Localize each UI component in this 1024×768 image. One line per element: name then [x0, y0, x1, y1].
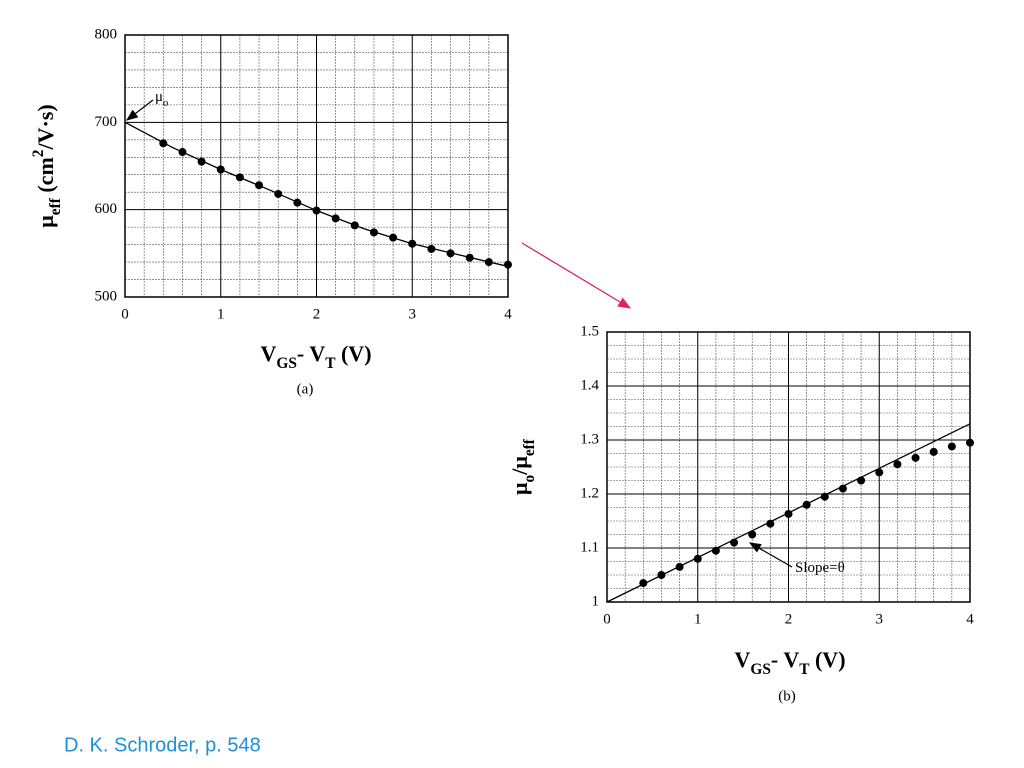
data-point: [235, 173, 244, 182]
y-tick-label: 600: [95, 201, 118, 217]
data-point: [369, 228, 378, 237]
text-part: (V): [335, 341, 371, 366]
text-part: eff: [521, 438, 538, 456]
x-tick-label: 2: [313, 306, 321, 322]
data-point: [446, 249, 455, 258]
y-tick-label: 1: [592, 593, 600, 609]
data-point: [929, 447, 938, 456]
x-axis-label: VGS- VT (V): [734, 647, 845, 678]
data-point: [693, 554, 702, 563]
data-point: [216, 165, 225, 174]
text-part: GS: [750, 661, 771, 678]
data-point: [657, 571, 666, 579]
text-part: (V): [809, 647, 845, 672]
y-tick-label: 1.5: [580, 323, 599, 339]
y-tick-label: 1.1: [580, 539, 599, 555]
text-part: T: [799, 661, 810, 678]
annotation: μo: [155, 89, 168, 108]
data-point: [293, 198, 302, 207]
data-point: [389, 233, 398, 242]
data-point: [197, 157, 206, 166]
x-tick-label: 1: [217, 306, 225, 322]
x-tick-label: 2: [785, 611, 793, 627]
data-point: [408, 239, 417, 248]
data-point: [875, 468, 884, 477]
data-point: [748, 530, 757, 539]
text-part: T: [325, 355, 336, 372]
y-tick-label: 800: [95, 26, 118, 42]
text-part: o: [521, 474, 538, 482]
footer: D. K. Schroder, p. 548: [64, 734, 261, 756]
text-part: - V: [297, 341, 325, 366]
y-axis-label: μeff (cm2/V·s): [30, 104, 64, 227]
annotation: Slope=θ: [795, 560, 845, 576]
data-point: [484, 258, 493, 267]
data-point: [911, 453, 920, 462]
x-tick-label: 1: [694, 611, 702, 627]
text-part: V: [734, 647, 750, 672]
text-part: /μ: [507, 456, 532, 476]
caption: (a): [297, 381, 314, 397]
y-axis-label: μo/μeff: [507, 438, 538, 495]
data-point: [504, 260, 512, 269]
data-point: [331, 214, 340, 223]
x-axis-label: VGS- VT (V): [260, 341, 371, 372]
data-point: [893, 460, 902, 469]
text-part: V: [260, 341, 276, 366]
x-tick-label: 4: [504, 306, 512, 322]
text-part: eff: [47, 197, 64, 215]
x-tick-label: 3: [876, 611, 884, 627]
connector-arrow: [521, 242, 632, 309]
data-point: [838, 484, 847, 493]
text-part: μ: [33, 215, 58, 228]
data-point: [711, 546, 720, 555]
data-point: [465, 253, 474, 262]
text-part: o: [163, 98, 168, 109]
y-tick-label: 500: [95, 288, 118, 304]
data-point: [178, 148, 187, 157]
data-point: [802, 500, 811, 509]
text-part: Slope=θ: [795, 560, 845, 576]
y-tick-label: 700: [95, 114, 118, 130]
data-point: [730, 538, 739, 547]
data-point: [255, 181, 264, 190]
data-point: [766, 519, 775, 528]
data-point: [947, 442, 956, 451]
data-point: [312, 206, 321, 215]
x-tick-label: 0: [603, 611, 611, 627]
x-tick-label: 3: [409, 306, 417, 322]
text-part: 2: [30, 149, 47, 157]
annotation-arrow: [748, 542, 793, 568]
data-point: [639, 579, 648, 588]
data-point: [966, 438, 974, 447]
data-point: [857, 476, 866, 485]
x-tick-label: 4: [966, 611, 974, 627]
data-point: [427, 244, 436, 253]
caption: (b): [778, 688, 796, 704]
x-tick-label: 0: [121, 306, 129, 322]
data-point: [675, 562, 684, 571]
y-tick-label: 1.2: [580, 485, 599, 501]
data-point: [350, 221, 359, 230]
text-part: μ: [155, 89, 163, 105]
y-tick-label: 1.3: [580, 431, 599, 447]
text-part: GS: [276, 355, 297, 372]
text-part: (cm: [33, 157, 58, 198]
text-part: μ: [507, 482, 532, 495]
data-point: [820, 492, 829, 501]
data-point: [274, 189, 283, 198]
text-part: /V·s): [33, 104, 58, 150]
text-part: - V: [771, 647, 799, 672]
annotation-arrow: [126, 99, 154, 121]
data-point: [159, 139, 168, 148]
y-tick-label: 1.4: [580, 377, 599, 393]
data-point: [784, 509, 793, 518]
